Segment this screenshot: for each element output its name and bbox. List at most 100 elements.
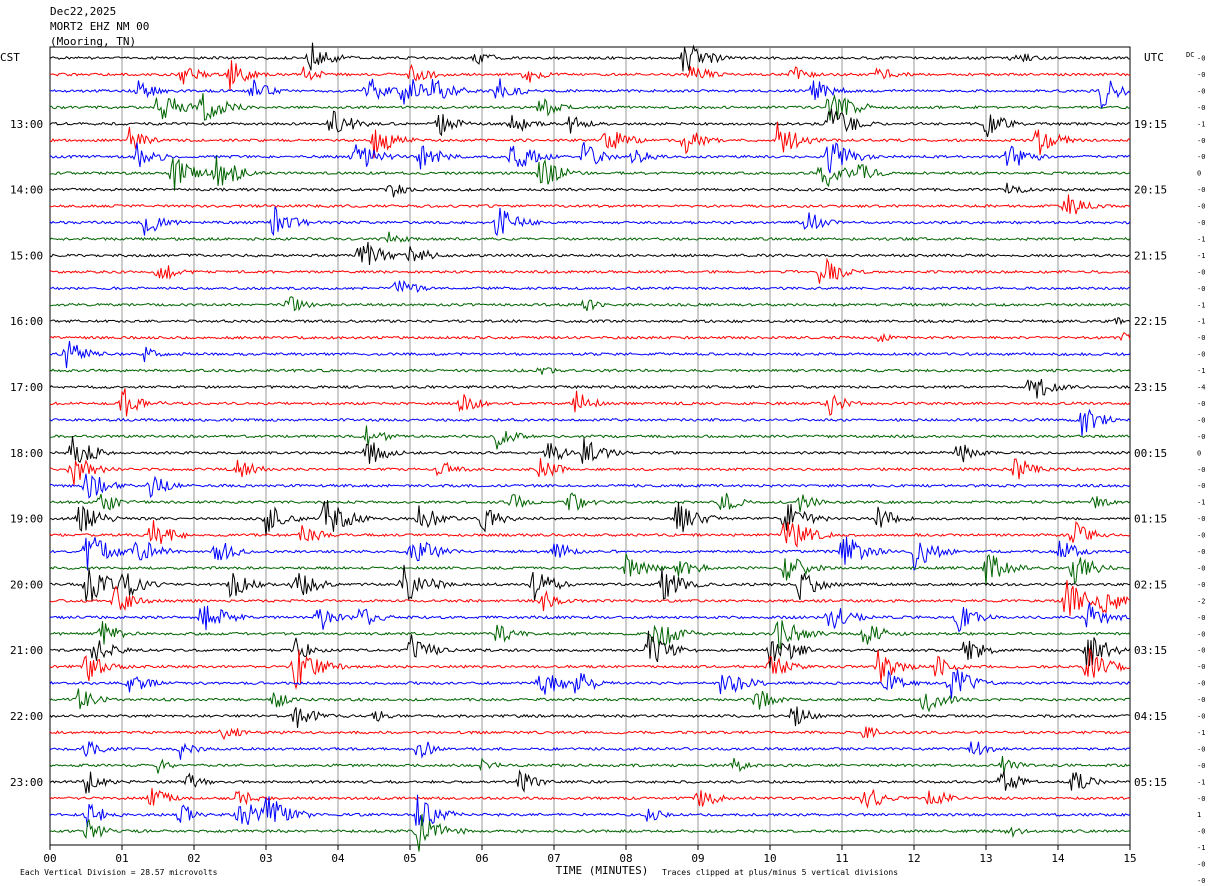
- seismic-trace: [49, 458, 1131, 486]
- x-tick-label: 13: [979, 852, 992, 865]
- dc-offset-value: -0: [1197, 400, 1205, 408]
- dc-offset-value: -1: [1197, 367, 1205, 375]
- dc-offset-value: -0: [1197, 762, 1205, 770]
- cst-hour-label: 13:00: [10, 118, 43, 131]
- seismic-trace: [49, 341, 1131, 369]
- x-tick-label: 09: [691, 852, 704, 865]
- dc-offset-value: -0: [1197, 861, 1205, 869]
- x-tick-label: 12: [907, 852, 920, 865]
- dc-offset-value: -1: [1197, 301, 1205, 309]
- seismic-trace: [49, 388, 1131, 417]
- cst-hour-label: 20:00: [10, 578, 43, 591]
- plot-frame: [49, 46, 1131, 846]
- seismic-trace: [49, 182, 1131, 198]
- dc-offset-value: -1: [1197, 252, 1205, 260]
- seismic-trace: [49, 408, 1131, 437]
- cst-hour-label: 23:00: [10, 776, 43, 789]
- dc-offset-value: -0: [1197, 351, 1205, 359]
- seismic-trace: [49, 231, 1131, 244]
- dc-offset-value: -0: [1197, 515, 1205, 523]
- utc-hour-label: 05:15: [1134, 776, 1167, 789]
- x-tick-label: 10: [763, 852, 776, 865]
- dc-offset-value: 0: [1197, 170, 1201, 178]
- seismic-trace: [49, 156, 1131, 191]
- dc-offset-value: -0: [1197, 137, 1205, 145]
- x-axis-label: TIME (MINUTES): [556, 864, 649, 877]
- dc-offset-value: -1: [1197, 729, 1205, 737]
- seismic-trace: [49, 648, 1131, 690]
- dc-offset-value: -0: [1197, 71, 1205, 79]
- dc-header: DC: [1186, 51, 1194, 59]
- dc-offset-value: -0: [1197, 55, 1205, 63]
- clip-note: Traces clipped at plus/minus 5 vertical …: [662, 868, 898, 877]
- dc-offset-value: -0: [1197, 482, 1205, 490]
- cst-hour-label: 21:00: [10, 644, 43, 657]
- seismic-trace: [49, 787, 1131, 809]
- x-tick-label: 14: [1051, 852, 1065, 865]
- seismic-trace: [49, 78, 1131, 109]
- seismic-trace: [49, 378, 1131, 399]
- utc-hour-label: 01:15: [1134, 513, 1167, 526]
- seismic-trace: [49, 121, 1131, 159]
- dc-offset-value: -1: [1197, 844, 1205, 852]
- cst-hour-label: 18:00: [10, 447, 43, 460]
- location-label: (Mooring, TN): [50, 35, 137, 48]
- seismic-trace: [49, 794, 1131, 828]
- seismic-trace: [49, 241, 1131, 266]
- dc-offset-value: -0: [1197, 745, 1205, 753]
- cst-hour-label: 15:00: [10, 249, 43, 262]
- seismic-trace: [49, 602, 1131, 633]
- utc-hour-label: 21:15: [1134, 249, 1167, 262]
- utc-hour-label: 03:15: [1134, 644, 1167, 657]
- right-timezone-label: UTC: [1144, 51, 1164, 64]
- dc-offset-value: -0: [1197, 219, 1205, 227]
- seismic-trace: [49, 93, 1131, 121]
- dc-offset-value: -4: [1197, 384, 1205, 392]
- dc-offset-value: -0: [1197, 614, 1205, 622]
- dc-offset-value: -0: [1197, 564, 1205, 572]
- dc-offset-value: -0: [1197, 416, 1205, 424]
- x-tick-label: 05: [403, 852, 416, 865]
- seismic-trace: [49, 206, 1131, 237]
- dc-offset-value: -0: [1197, 795, 1205, 803]
- dc-offset-value: -0: [1197, 466, 1205, 474]
- seismic-trace: [49, 331, 1131, 343]
- dc-offset-value: -0: [1197, 186, 1205, 194]
- utc-hour-label: 20:15: [1134, 184, 1167, 197]
- dc-offset-value: -0: [1197, 548, 1205, 556]
- left-timezone-label: CST: [0, 51, 20, 64]
- dc-offset-value: -0: [1197, 828, 1205, 836]
- seismic-trace: [49, 740, 1131, 760]
- x-tick-label: 08: [619, 852, 632, 865]
- seismic-trace: [49, 296, 1131, 312]
- x-tick-label: 15: [1123, 852, 1136, 865]
- dc-offset-value: 1: [1197, 811, 1201, 819]
- dc-offset-value: 0: [1197, 449, 1201, 457]
- seismic-trace: [49, 706, 1130, 728]
- x-tick-label: 02: [187, 852, 200, 865]
- seismic-trace: [49, 630, 1131, 669]
- seismic-trace: [49, 194, 1131, 215]
- seismic-trace: [49, 257, 1131, 284]
- scale-note: Each Vertical Division = 28.57 microvolt…: [20, 868, 218, 877]
- seismic-trace: [49, 620, 1131, 651]
- dc-offset-value: -1: [1197, 778, 1205, 786]
- seismic-trace: [49, 813, 1131, 852]
- cst-hour-label: 17:00: [10, 381, 43, 394]
- x-tick-label: 04: [331, 852, 345, 865]
- seismic-trace: [49, 42, 1131, 72]
- dc-offset-value: -2: [1197, 597, 1205, 605]
- x-tick-label: 06: [475, 852, 488, 865]
- seismic-trace: [49, 536, 1131, 571]
- seismic-trace: [49, 435, 1131, 464]
- utc-hour-label: 02:15: [1134, 578, 1167, 591]
- utc-hour-label: 19:15: [1134, 118, 1167, 131]
- date-label: Dec22,2025: [50, 5, 117, 18]
- x-tick-label: 01: [115, 852, 128, 865]
- seismic-trace: [49, 280, 1131, 293]
- seismic-trace: [49, 769, 1131, 794]
- utc-hour-label: 00:15: [1134, 447, 1167, 460]
- utc-hour-label: 22:15: [1134, 315, 1167, 328]
